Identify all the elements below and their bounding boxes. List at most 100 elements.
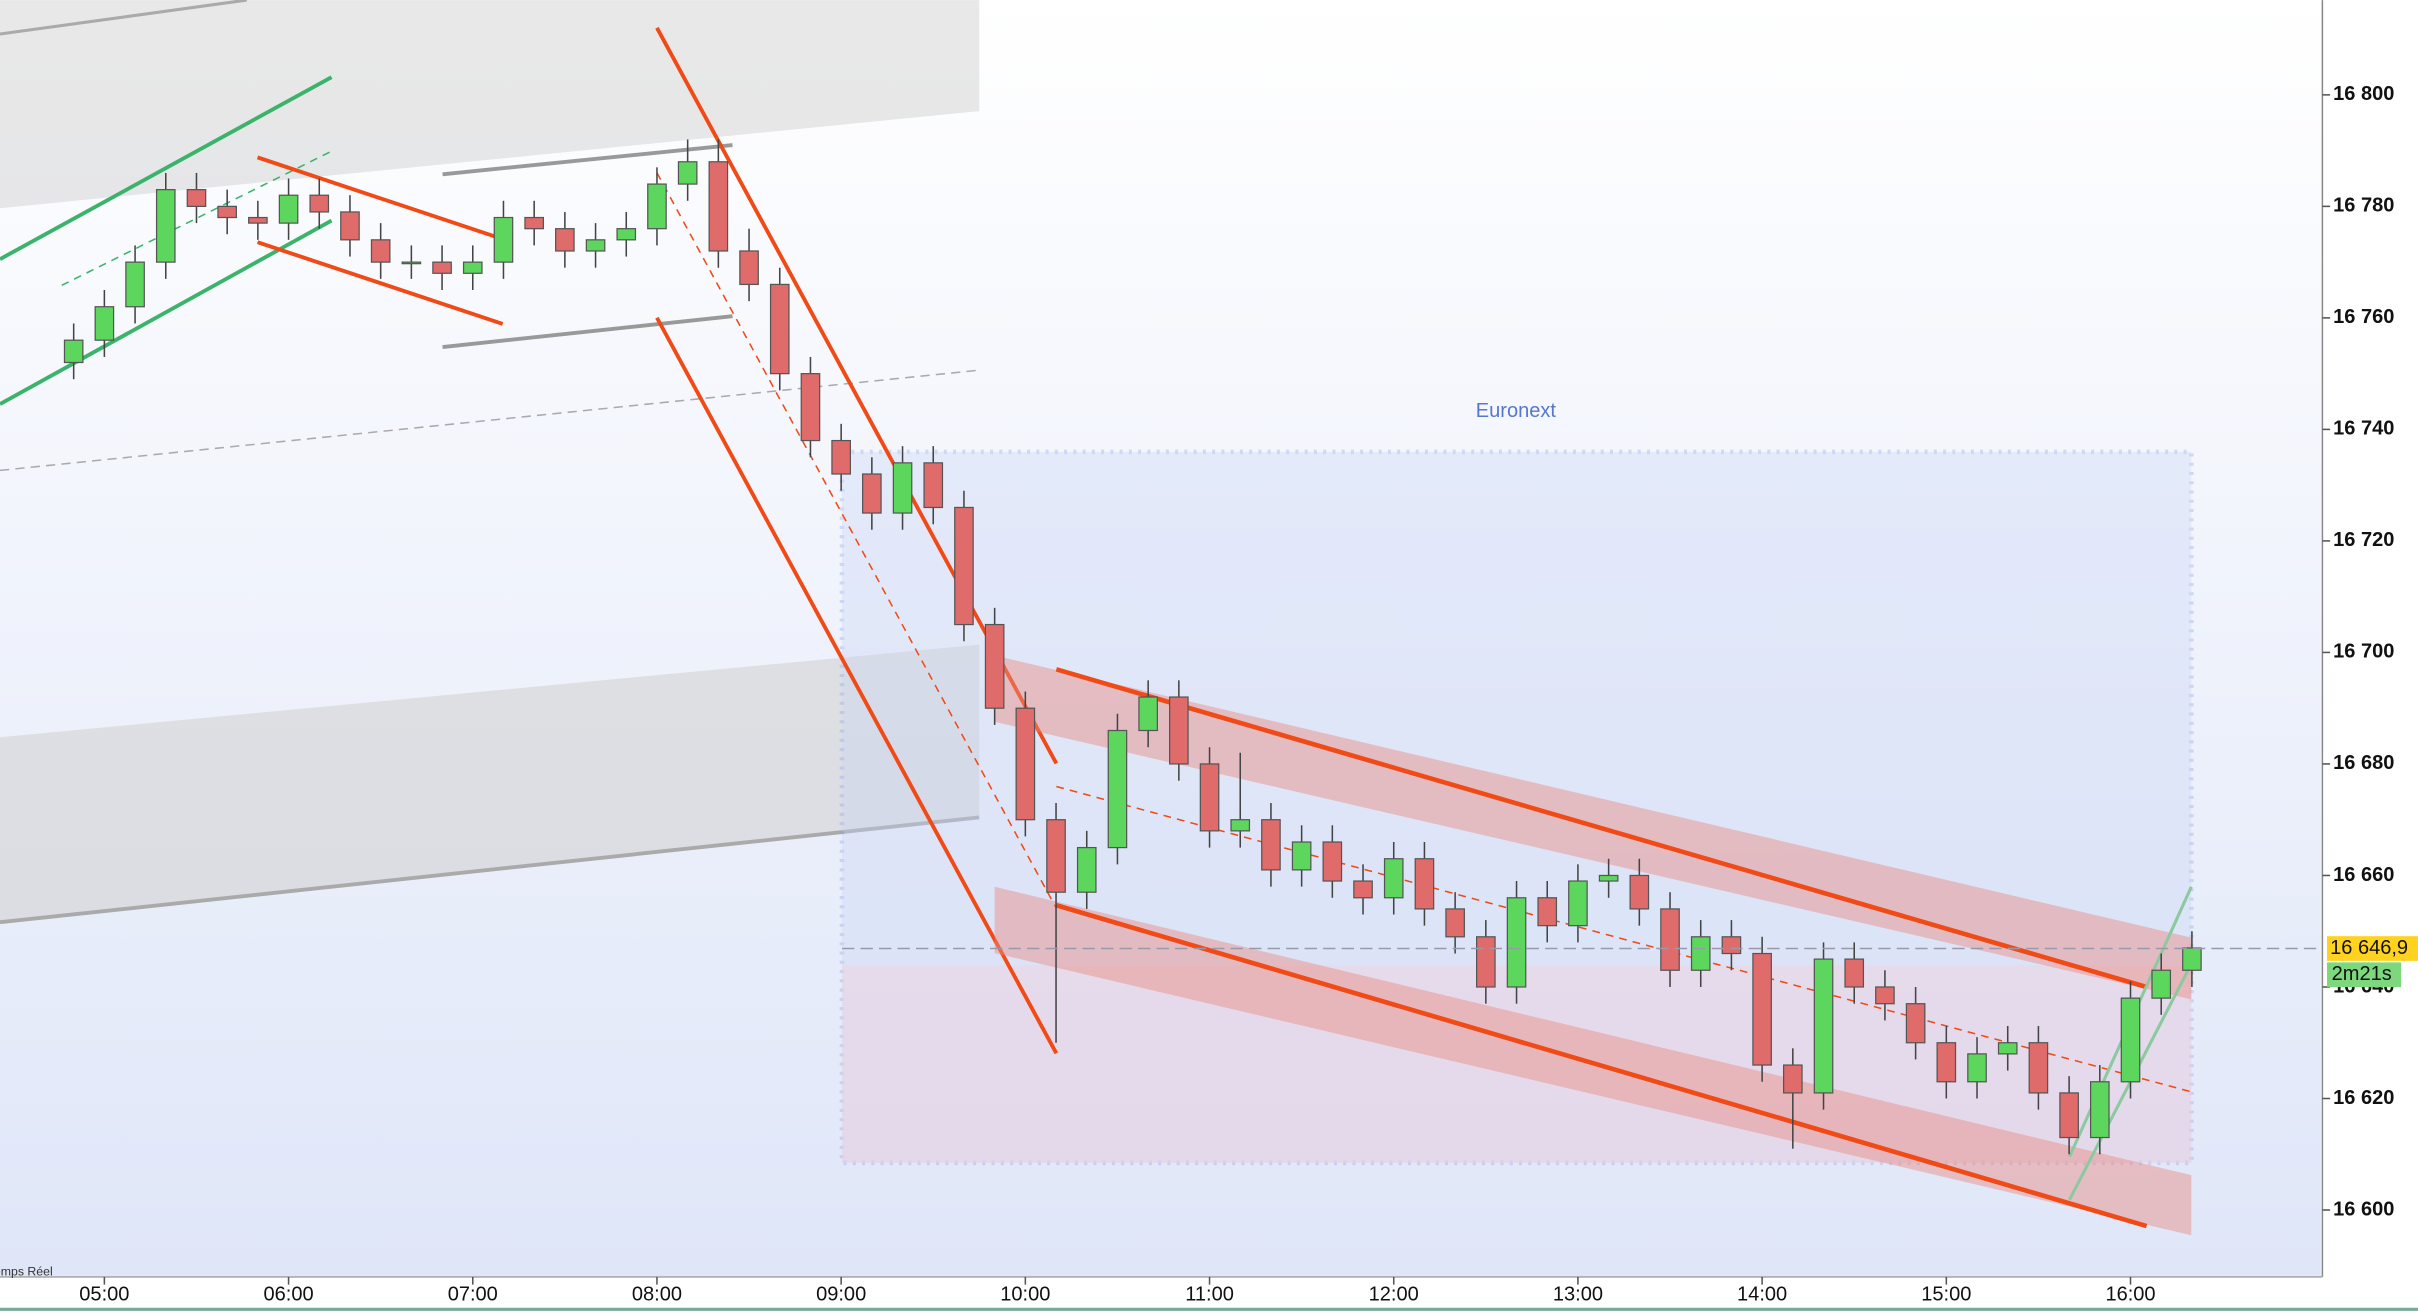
x-tick-label: 13:00	[1553, 1284, 1603, 1306]
candle-body	[1476, 936, 1496, 988]
candle-body	[1230, 819, 1251, 832]
candle-body	[1383, 858, 1404, 899]
session-box	[839, 449, 2194, 1166]
candle-body	[524, 216, 544, 230]
candle-body	[892, 462, 913, 514]
candle-body	[63, 339, 84, 364]
candle-body	[432, 261, 452, 274]
x-tick-label: 11:00	[1185, 1284, 1234, 1306]
candle-body	[1660, 908, 1680, 971]
candle-body	[1598, 874, 1619, 882]
marks	[63, 139, 2202, 1155]
y-tick-label: 16 740	[2333, 418, 2394, 440]
candle-body	[2120, 997, 2141, 1083]
candle-body	[831, 439, 851, 475]
channel-line	[1056, 785, 2192, 1093]
candle-body	[677, 161, 698, 185]
candle-body	[1752, 952, 1772, 1066]
candle-body	[1291, 841, 1312, 871]
candle-body	[2028, 1042, 2049, 1094]
x-tick-label: 14:00	[1737, 1284, 1787, 1306]
candle-body	[186, 189, 207, 207]
countdown-label: 2m21s	[2332, 963, 2392, 985]
x-tick-label: 15:00	[1921, 1284, 1971, 1306]
candle-body	[94, 306, 115, 341]
candle-body	[1537, 897, 1558, 927]
channel-line	[655, 316, 1059, 1055]
y-tick-label: 16 760	[2333, 306, 2394, 328]
channel-line	[656, 172, 1058, 909]
y-tick-label: 16 620	[2333, 1087, 2394, 1109]
candle-body	[248, 216, 268, 224]
candle-body	[1261, 819, 1281, 871]
candle-body	[493, 216, 514, 263]
channel-line	[61, 150, 332, 287]
candle-body	[1967, 1053, 1987, 1083]
candle-body	[647, 183, 667, 230]
annotation: Euronext	[1476, 400, 1557, 422]
candle-body	[1690, 936, 1711, 971]
candle-body	[585, 239, 606, 252]
trend-line	[0, 0, 247, 36]
candle-body	[1936, 1042, 1957, 1083]
candle-body	[954, 506, 974, 626]
x-tick-label: 08:00	[632, 1284, 682, 1306]
y-tick-label: 16 800	[2333, 83, 2394, 105]
candle-body	[1905, 1003, 1926, 1044]
candle-body	[217, 205, 237, 219]
candle-body	[125, 261, 145, 308]
axis-background	[2323, 0, 2418, 1314]
countdown-box	[2327, 962, 2402, 988]
channel-line	[256, 155, 504, 241]
candle-body	[1875, 986, 1895, 1005]
candle-body	[739, 250, 759, 286]
candle-body	[555, 228, 575, 252]
channel-line	[0, 218, 333, 406]
candle-body	[1169, 696, 1189, 765]
candle-body	[462, 261, 483, 274]
candle-body	[1445, 908, 1465, 938]
candle-body	[2182, 947, 2202, 971]
candle-body	[616, 228, 637, 241]
candle-body	[1997, 1042, 2018, 1055]
channel-line	[256, 240, 504, 326]
candle-body	[1138, 696, 1158, 732]
candle-body	[278, 194, 299, 224]
candle-body	[370, 239, 391, 263]
candle-body	[708, 161, 729, 252]
candle-body	[862, 473, 882, 514]
plot-background	[0, 0, 2321, 1277]
candle-body	[1353, 880, 1373, 899]
source-label: Temps Réel	[0, 1265, 53, 1279]
x-tick-label: 16:00	[2105, 1284, 2155, 1306]
candle-body	[1721, 936, 1742, 955]
candle-body	[340, 211, 360, 241]
candle-body	[1506, 897, 1527, 988]
candle-body	[401, 261, 422, 265]
y-tick-label: 16 700	[2333, 641, 2394, 663]
candle-body	[1568, 880, 1588, 927]
x-tick-label: 09:00	[816, 1284, 866, 1306]
candle-body	[1046, 819, 1066, 893]
last-price-label: 16 646,9	[2330, 937, 2408, 959]
candle-body	[1076, 846, 1097, 893]
x-tick-label: 05:00	[79, 1284, 129, 1306]
candle-body	[1107, 729, 1128, 849]
candle-body	[309, 194, 330, 213]
candle-body	[800, 373, 821, 442]
grey-band	[0, 0, 980, 209]
y-tick-label: 16 720	[2333, 529, 2394, 551]
candle-body	[923, 462, 944, 509]
x-tick-label: 10:00	[1000, 1284, 1050, 1306]
candle-body	[2059, 1092, 2079, 1139]
candle-body	[1015, 707, 1036, 821]
candle-body	[769, 283, 790, 375]
channel-line	[0, 75, 333, 261]
y-tick-label: 16 660	[2333, 864, 2394, 886]
channel-line	[442, 314, 733, 349]
candle-body	[1414, 858, 1435, 910]
candle-body	[1813, 958, 1834, 1094]
candle-body	[984, 623, 1005, 709]
